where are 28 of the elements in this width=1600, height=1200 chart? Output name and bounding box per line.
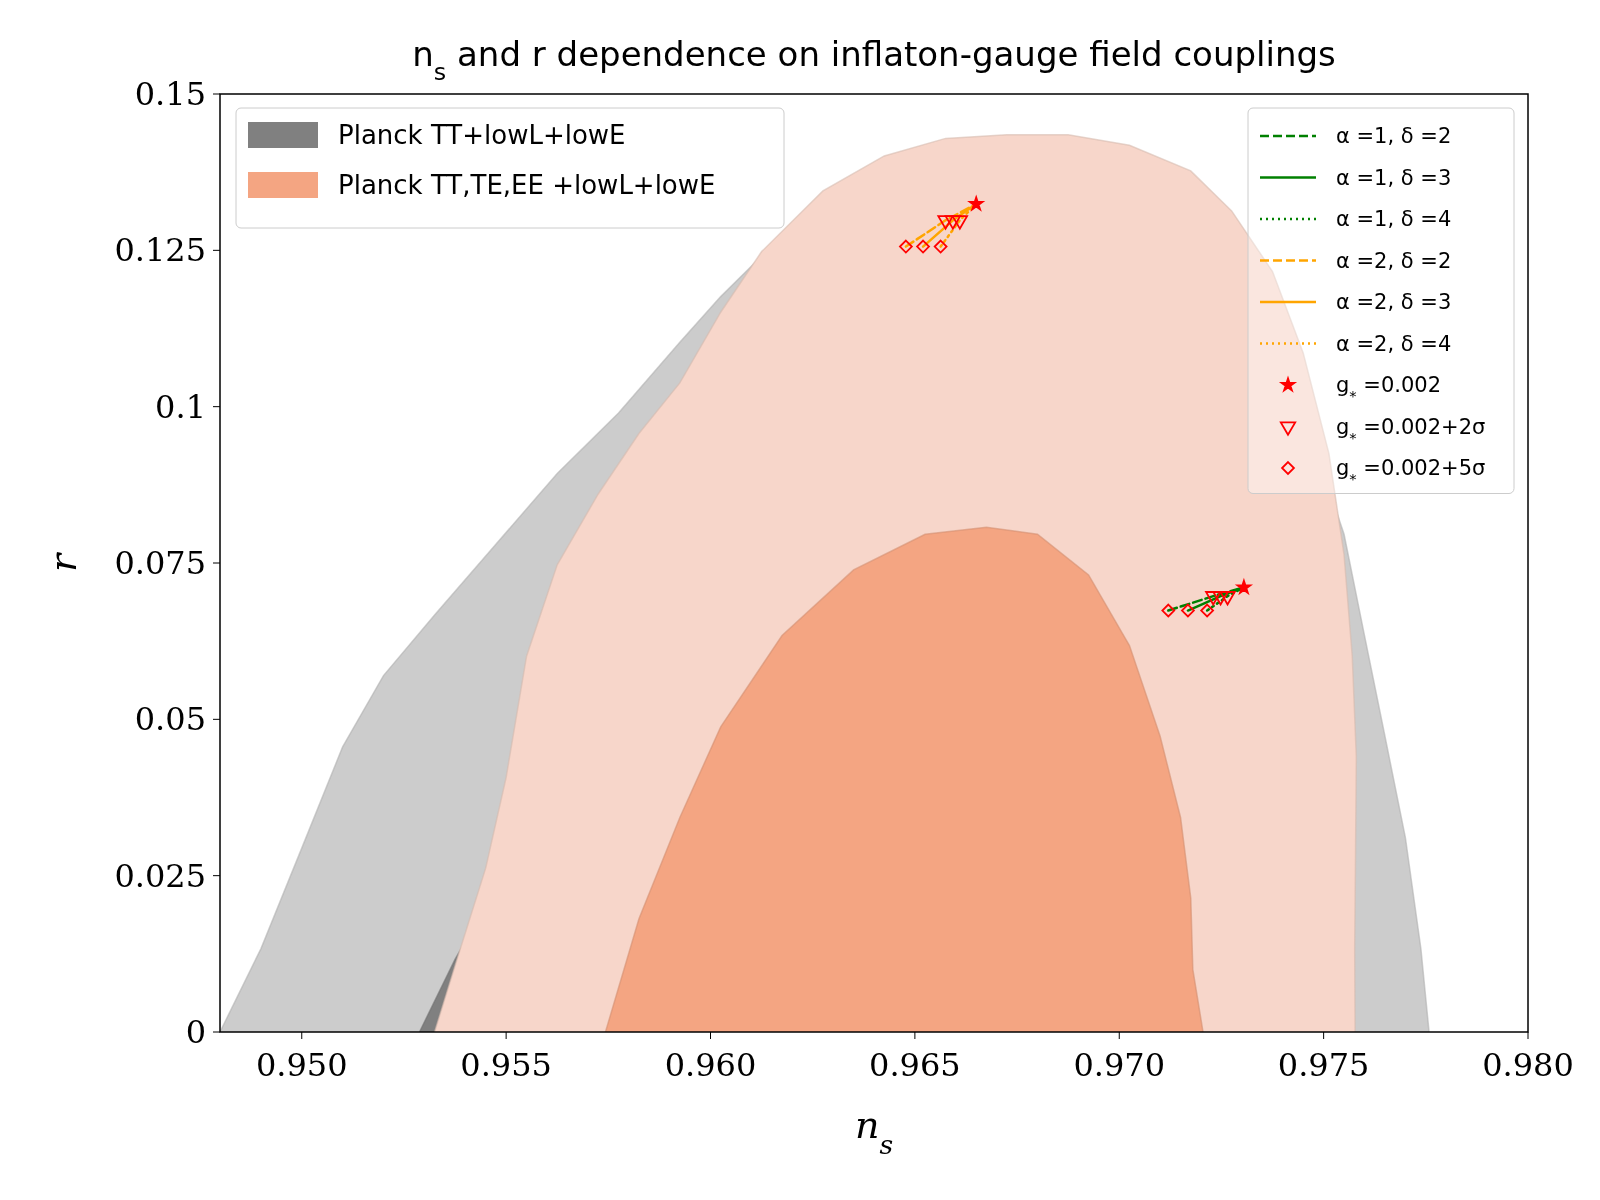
legend-label: α =2, δ =3 <box>1336 290 1452 314</box>
y-tick-label: 0.15 <box>134 75 206 113</box>
x-tick-label: 0.955 <box>460 1046 552 1084</box>
legend-label: g$_{*}$ =0.002 <box>1336 373 1442 404</box>
legend-label: α =1, δ =3 <box>1336 165 1452 190</box>
legend-label: α =2, δ =2 <box>1336 248 1452 273</box>
x-tick-label: 0.950 <box>255 1046 348 1084</box>
y-axis-title: r <box>41 551 85 573</box>
x-axis-title: n$_{s}$ <box>854 1103 894 1160</box>
legend-label: Planck TT,TE,EE +lowL+lowE <box>338 170 716 200</box>
legend-label: g$_{*}$ =0.002+5σ <box>1336 456 1486 487</box>
y-tick-label: 0.125 <box>114 231 206 270</box>
chart-title: n$_{s}$ and r dependence on inflaton-gauge field couplings <box>412 34 1336 86</box>
y-tick-label: 0.1 <box>155 387 206 426</box>
legend-label: α =1, δ =4 <box>1336 207 1452 231</box>
x-tick-label: 0.975 <box>1277 1046 1370 1084</box>
y-tick-label: 0.025 <box>114 856 206 895</box>
x-tick-label: 0.980 <box>1482 1046 1574 1084</box>
x-tick-label: 0.965 <box>869 1046 961 1084</box>
y-tick-label: 0.075 <box>114 544 206 582</box>
y-tick-label: 0.05 <box>134 700 206 739</box>
legend-label: Planck TT+lowL+lowE <box>338 120 626 150</box>
y-tick-label: 0 <box>185 1013 206 1051</box>
x-tick-label: 0.970 <box>1073 1046 1166 1084</box>
legend-label: α =2, δ =4 <box>1336 331 1452 356</box>
x-tick-label: 0.960 <box>664 1046 757 1084</box>
legend-label: α =1, δ =2 <box>1336 124 1452 148</box>
legend-label: g$_{*}$ =0.002+2σ <box>1336 414 1486 445</box>
